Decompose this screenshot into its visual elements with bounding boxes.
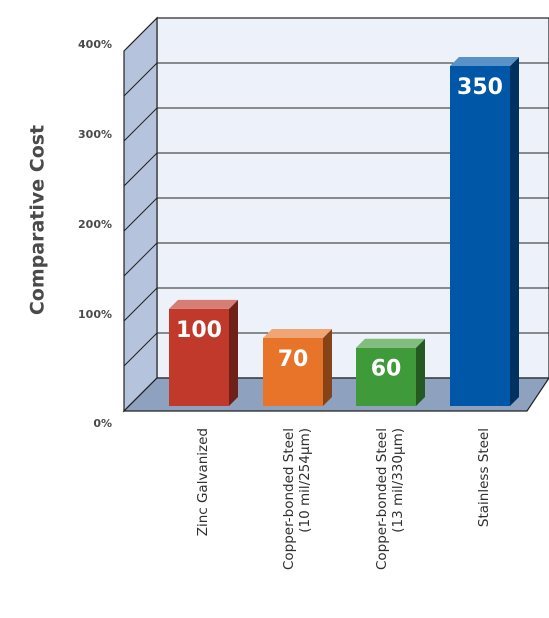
x-category-label: Stainless Steel [476,428,492,527]
y-tick-label: 0% [93,417,112,430]
bar: 70 [263,329,332,406]
gridline [123,332,549,367]
bar-value-label: 100 [176,318,222,343]
x-category-label: (13 mil/330µm) [390,428,406,533]
bar-top [169,299,238,309]
bar-front [263,338,323,406]
bar: 350 [450,57,519,406]
gridlines [123,62,549,367]
bar-front [169,308,229,406]
bar-side [323,329,332,406]
bar-front [356,347,416,406]
x-category-label: Copper-bonded Steel [374,428,390,570]
y-tick-label: 400% [78,38,112,51]
bar-side [416,338,425,406]
bar-top [263,329,332,338]
y-tick-label: 200% [78,218,112,231]
x-axis-categories: Zinc Galvanized Copper-bonded Steel (10 mi… [195,428,492,570]
gridline [123,287,549,322]
gridline [123,197,549,232]
y-axis-label: Comparative Cost [27,125,49,315]
bar-front [450,66,510,406]
y-tick-label: 100% [78,308,112,321]
bar: 60 [356,338,425,406]
bars: 100 70 60 350 [169,57,519,406]
gridline [123,62,549,97]
bar-top [356,338,425,348]
bar: 100 [169,299,238,406]
bar-value-label: 60 [371,357,402,382]
x-category-label: Zinc Galvanized [195,428,211,536]
y-axis-ticks: 0% 100% 200% 300% 400% [78,38,112,430]
bar-value-label: 350 [457,75,503,100]
bar-top [450,57,519,66]
gridline [123,107,549,142]
bar-side [229,299,238,406]
x-category-label: Copper-bonded Steel [281,428,297,570]
x-category-label: (10 mil/254µm) [297,428,313,533]
bar-side [510,57,519,406]
gridline [123,242,549,277]
y-tick-label: 300% [78,128,112,141]
gridline [123,152,549,187]
bar-value-label: 70 [278,347,309,372]
